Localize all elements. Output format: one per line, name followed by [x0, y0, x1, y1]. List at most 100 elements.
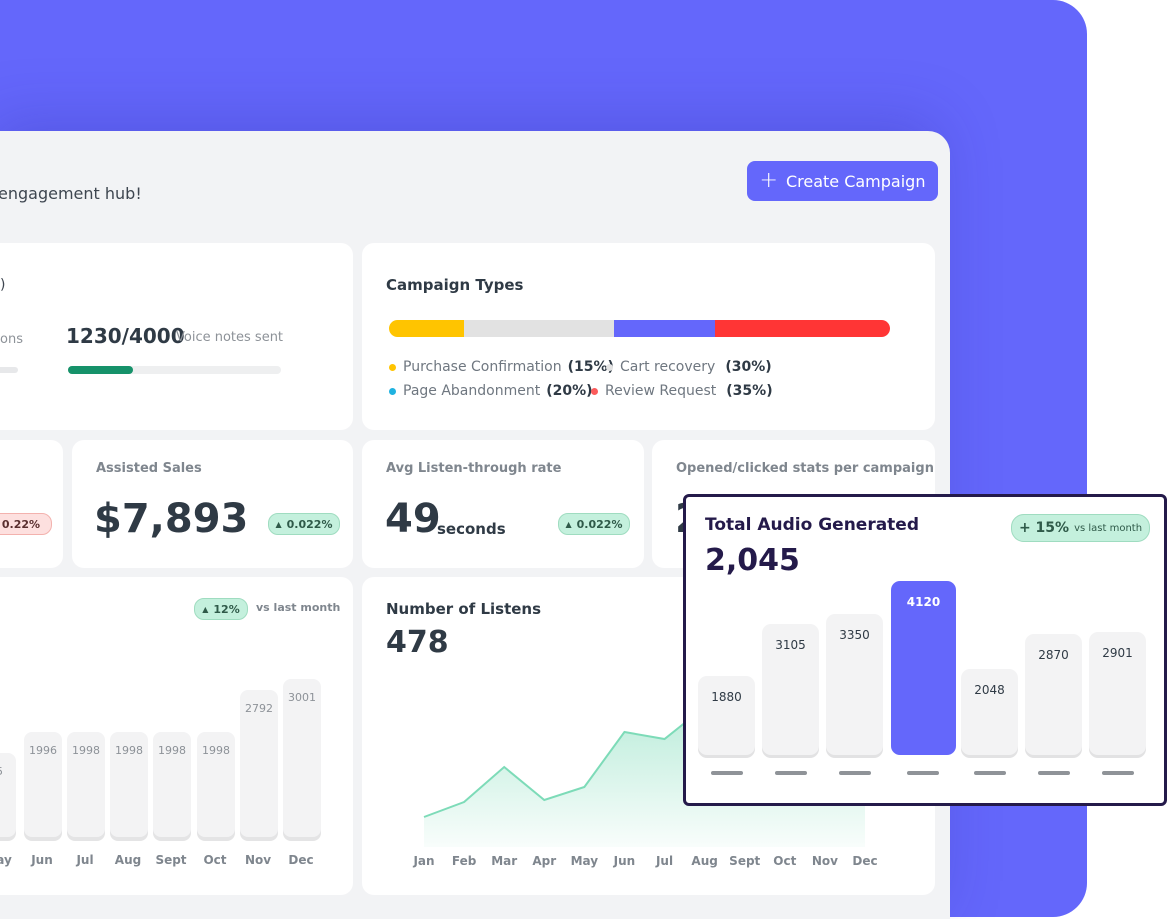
legend-dot	[606, 363, 613, 371]
chart-bar-value: 2870	[1038, 648, 1069, 662]
listen-rate-change-badge: ▲ 0.022%	[558, 513, 630, 535]
assisted-sales-value: $7,893	[94, 496, 249, 542]
legend-page-abandonment: Page Abandonment (20%)	[389, 383, 593, 399]
total-audio-change-badge: + 15% vs last month	[1011, 514, 1150, 542]
chart-bar: 1998	[67, 732, 105, 837]
chart-bar-value: 3001	[288, 691, 316, 704]
create-campaign-label: Create Campaign	[785, 171, 926, 191]
plus-icon: +	[759, 168, 778, 193]
chart-bar[interactable]: 3105	[762, 624, 819, 755]
x-axis-tick-label: Dec	[288, 853, 314, 867]
x-axis-tick-label: Jun	[613, 854, 636, 868]
change-badge-negative: 0.22%	[0, 513, 52, 535]
highlighted-bar[interactable]: 4120	[891, 581, 956, 755]
x-axis-tick-label: Mar	[491, 854, 517, 868]
x-axis-tick	[1038, 771, 1070, 775]
x-axis-tick-label: Sept	[155, 853, 187, 867]
legend-dot	[389, 363, 396, 371]
voice-notes-progress-track	[68, 366, 281, 374]
stacked-bar-segment	[614, 320, 715, 337]
quota-left-label: ons	[0, 332, 23, 347]
voice-notes-label: Voice notes sent	[176, 330, 284, 345]
triangle-up-icon: ▲	[275, 519, 282, 529]
x-axis-tick-label: May	[571, 854, 599, 868]
opened-clicked-label: Opened/clicked stats per campaign	[676, 461, 934, 476]
stacked-bar-segment	[464, 320, 615, 337]
chart-bar-value: 1998	[158, 744, 186, 757]
x-axis-tick-label: Jul	[76, 853, 94, 867]
chart-bar-value: 3350	[839, 628, 870, 642]
x-axis-tick-label: Jan	[412, 854, 434, 868]
chart-bar-value: 1998	[72, 744, 100, 757]
total-audio-bar-chart: 1880 3105 3350 4120 2048 2870 2901	[686, 497, 1164, 803]
x-axis-tick-label: Nov	[244, 853, 272, 867]
x-axis-tick-label: Sept	[729, 854, 760, 868]
campaign-types-title: Campaign Types	[386, 276, 524, 294]
chart-bar-value: 2901	[1102, 646, 1133, 660]
chart-bar: 2792	[240, 690, 278, 837]
monthly-bar-chart-card: ▲12% vs last month 85 1996 1998 1998 1998 19…	[0, 577, 353, 895]
total-audio-title: Total Audio Generated	[705, 515, 920, 535]
assisted-sales-card: Assisted Sales $7,893 ▲ 0.022%	[72, 440, 353, 568]
quota-card: ) ons 1230/4000 Voice notes sent	[0, 243, 353, 430]
x-axis-tick-label: Feb	[452, 854, 477, 868]
x-axis-tick	[839, 771, 871, 775]
x-axis-tick-label: Aug	[114, 853, 142, 867]
monthly-change-suffix: vs last month	[256, 601, 341, 614]
chart-bar: 1998	[110, 732, 148, 837]
campaign-types-card: Campaign Types Purchase Confirmation (15%…	[362, 243, 935, 430]
chart-bar[interactable]: 1880	[698, 676, 755, 755]
legend-purchase-confirmation: Purchase Confirmation (15%)	[389, 359, 614, 375]
chart-bar: 1998	[197, 732, 235, 837]
create-campaign-button[interactable]: + Create Campaign	[747, 161, 938, 201]
chart-bar[interactable]: 2901	[1089, 632, 1146, 755]
x-axis-tick	[711, 771, 743, 775]
listen-rate-unit: seconds	[437, 520, 506, 538]
stacked-bar-segment	[389, 320, 465, 337]
chart-bar[interactable]: 2870	[1025, 634, 1082, 755]
x-axis-tick-label: Jun	[31, 853, 53, 867]
partial-stat-card: 0.22%	[0, 440, 63, 568]
x-axis-tick-label: Oct	[203, 853, 227, 867]
listens-value: 478	[386, 625, 449, 660]
voice-notes-count: 1230/4000	[66, 324, 185, 348]
x-axis-tick-label: Jul	[655, 854, 673, 868]
monthly-bar-chart: 85 1996 1998 1998 1998 1998 2792 3001	[0, 637, 353, 837]
x-axis-tick-label: ay	[0, 853, 12, 867]
legend-dot	[591, 387, 598, 395]
x-axis-tick	[1102, 771, 1134, 775]
listens-title: Number of Listens	[386, 600, 542, 618]
triangle-up-icon: ▲	[202, 604, 209, 614]
x-axis-tick-label: Apr	[532, 854, 556, 868]
x-axis-tick-label: Nov	[812, 854, 838, 868]
chart-bar-value: 1996	[29, 744, 57, 757]
x-axis-tick	[907, 771, 939, 775]
x-axis-tick-label: Oct	[773, 854, 796, 868]
total-audio-card: Total Audio Generated 2,045 + 15% vs last…	[683, 494, 1167, 806]
monthly-change-badge: ▲ 12%	[194, 598, 248, 620]
campaign-types-stacked-bar	[389, 320, 890, 337]
chart-bar: 85	[0, 753, 16, 837]
voice-notes-progress-fill	[68, 366, 134, 374]
legend-dot	[389, 387, 396, 395]
chart-bar-value: 4120	[906, 595, 941, 609]
quota-left-progress-track	[0, 367, 18, 373]
chart-bar[interactable]: 2048	[961, 669, 1018, 755]
x-axis-tick	[775, 771, 807, 775]
chart-bar-value: 2048	[974, 683, 1005, 697]
chart-bar-value: 1998	[115, 744, 143, 757]
quota-card-title: )	[0, 277, 6, 293]
legend-review-request: Review Request (35%)	[591, 383, 773, 399]
chart-bar: 3001	[283, 679, 321, 837]
assisted-sales-change-badge: ▲ 0.022%	[268, 513, 340, 535]
chart-bar[interactable]: 3350	[826, 614, 883, 755]
chart-bar: 1996	[24, 732, 62, 837]
listen-rate-label: Avg Listen-through rate	[386, 461, 562, 476]
monthly-x-axis: ay Jun Jul Aug Sept Oct Nov Dec	[0, 853, 353, 873]
welcome-message: engagement hub!	[0, 184, 142, 203]
x-axis-tick-label: Dec	[852, 854, 877, 868]
chart-bar-value: 3105	[775, 638, 806, 652]
listen-rate-card: Avg Listen-through rate 49 seconds ▲ 0.02…	[362, 440, 644, 568]
chart-bar-value: 2792	[245, 702, 273, 715]
chart-bar: 1998	[153, 732, 191, 837]
